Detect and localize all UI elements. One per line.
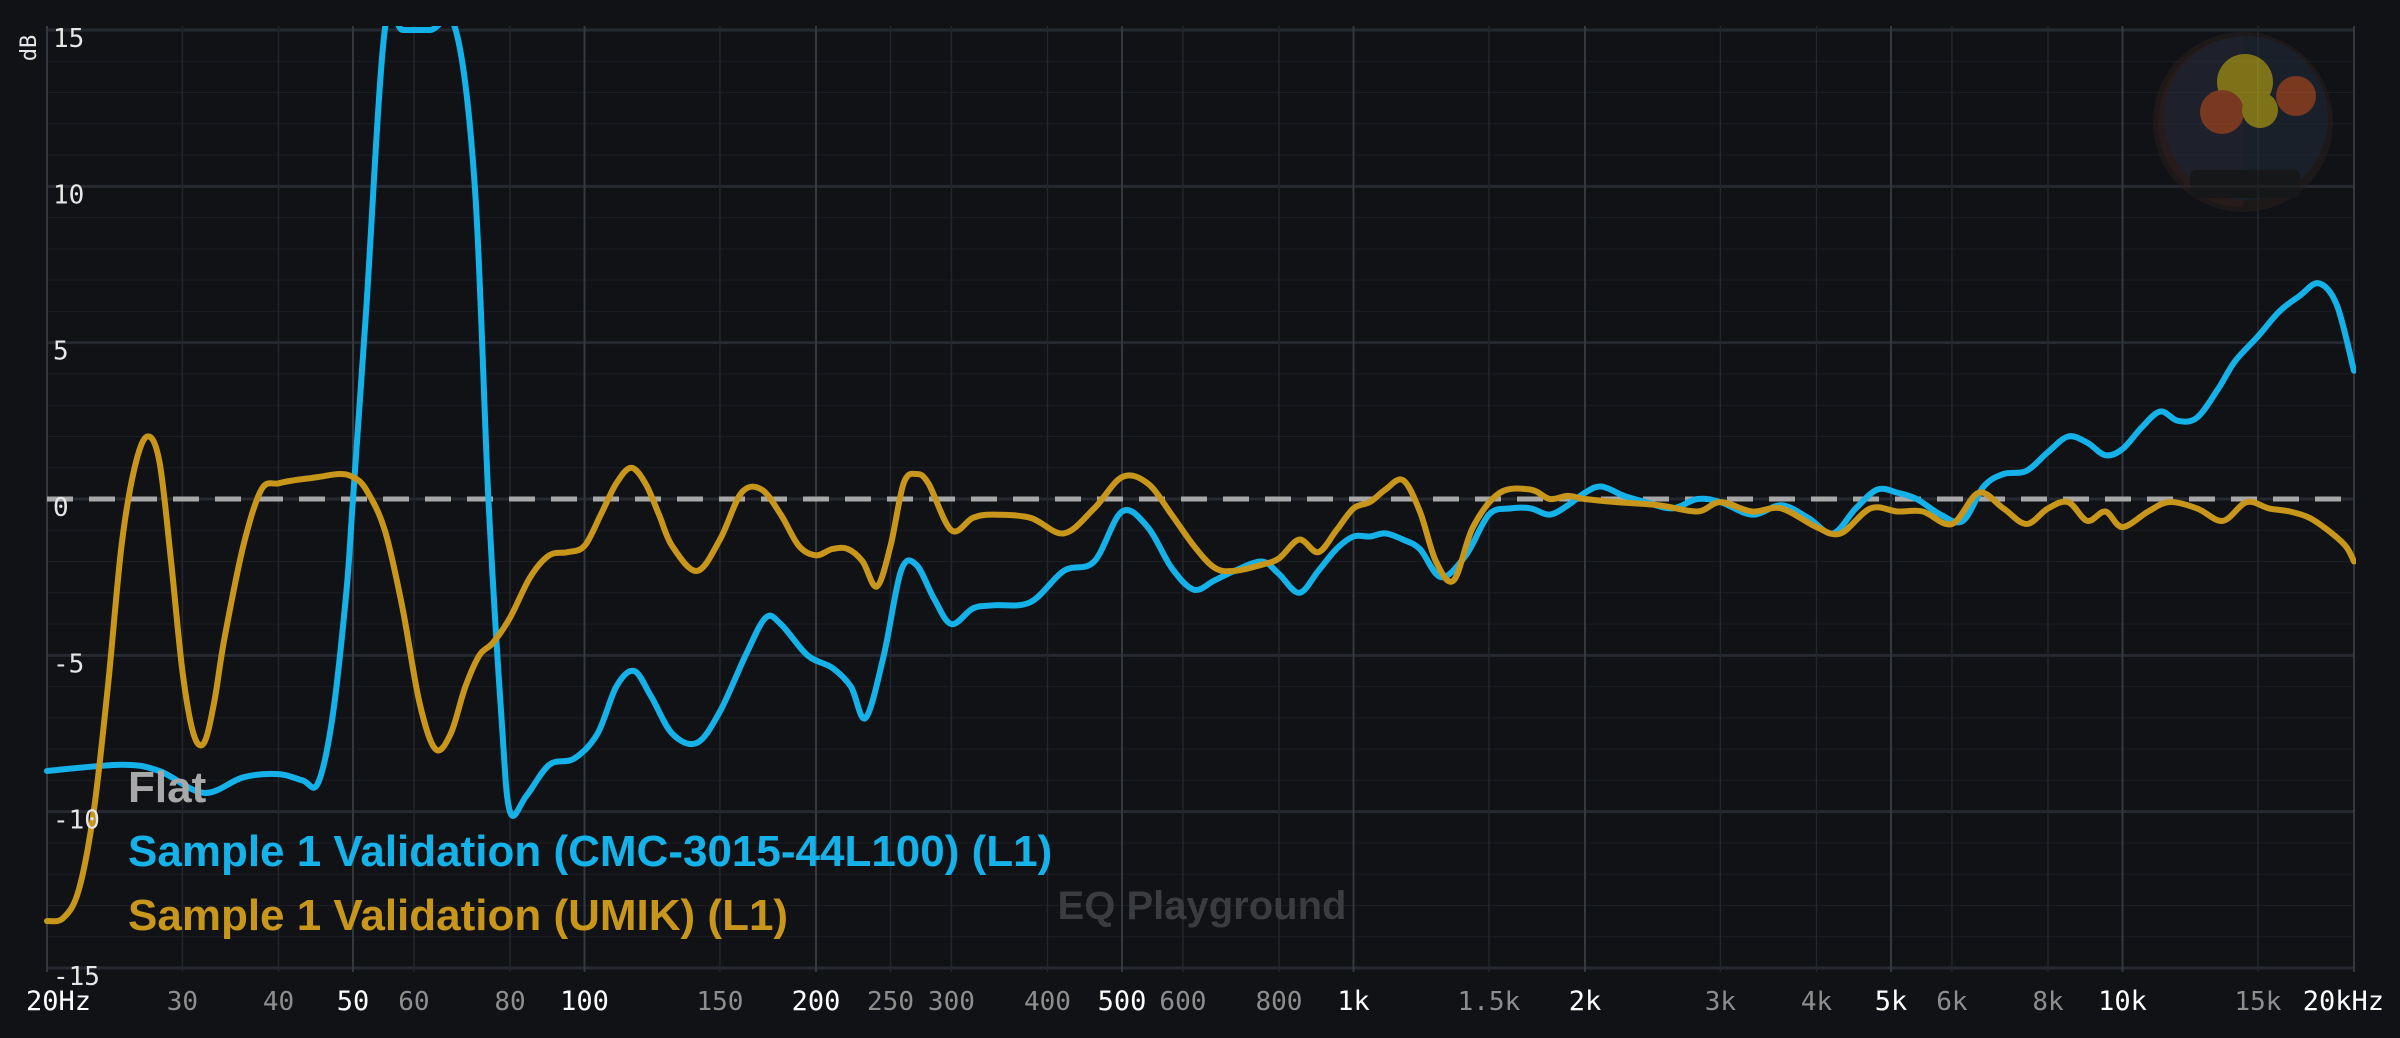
x-tick-label: 3k	[1705, 987, 1737, 1017]
logo	[2153, 32, 2333, 212]
x-tick-label: 15k	[2234, 987, 2281, 1017]
x-tick-label: 20kHz	[2303, 986, 2384, 1017]
x-tick-label: 4k	[1801, 987, 1833, 1017]
legend-entry-flat: Flat	[128, 763, 207, 812]
x-tick-label: 80	[494, 987, 525, 1017]
x-tick-label: 100	[560, 986, 609, 1017]
x-tick-label: 2k	[1569, 986, 1602, 1017]
x-tick-label: 6k	[1936, 987, 1968, 1017]
y-tick-label: 5	[53, 337, 69, 367]
y-tick-label: 0	[53, 493, 69, 523]
x-tick-label: 60	[398, 987, 429, 1017]
x-tick-label: 600	[1159, 987, 1206, 1017]
x-tick-label: 1k	[1337, 986, 1370, 1017]
y-axis-label: dB	[17, 35, 42, 62]
series-lines	[44, 26, 2356, 925]
x-tick-label: 40	[263, 987, 294, 1017]
x-tick-label: 1.5k	[1458, 987, 1521, 1017]
x-tick-label: 250	[867, 987, 914, 1017]
x-tick-label: 30	[167, 987, 198, 1017]
x-tick-label: 10k	[2098, 986, 2147, 1017]
x-tick-label: 400	[1024, 987, 1071, 1017]
series-line-sample-1-validation-cmc-3015-44l100-l1	[44, 26, 2356, 819]
legend-entry-sample-1-validation-umik-l1: Sample 1 Validation (UMIK) (L1)	[128, 891, 788, 940]
x-tick-label: 200	[792, 986, 841, 1017]
y-tick-label: -5	[53, 649, 84, 679]
legend-entry-sample-1-validation-cmc-3015-44l100-l1: Sample 1 Validation (CMC-3015-44L100) (L…	[128, 827, 1052, 876]
y-tick-label: -15	[53, 962, 100, 992]
x-tick-label: 20Hz	[26, 986, 91, 1017]
y-tick-label: 10	[53, 180, 84, 210]
x-tick-label: 8k	[2032, 987, 2064, 1017]
x-tick-label: 500	[1098, 986, 1147, 1017]
y-tick-label: -10	[53, 806, 100, 836]
x-tick-label: 300	[928, 987, 975, 1017]
watermark: EQ Playground	[1058, 884, 1347, 928]
series-line-sample-1-validation-umik-l1	[44, 433, 2356, 925]
y-tick-label: 15	[53, 24, 84, 54]
x-tick-label: 150	[696, 987, 743, 1017]
x-tick-label: 800	[1255, 987, 1302, 1017]
legend: Flat Sample 1 Validation (CMC-3015-44L100…	[128, 763, 1052, 940]
x-tick-label: 5k	[1875, 986, 1908, 1017]
x-tick-label: 50	[337, 986, 370, 1017]
